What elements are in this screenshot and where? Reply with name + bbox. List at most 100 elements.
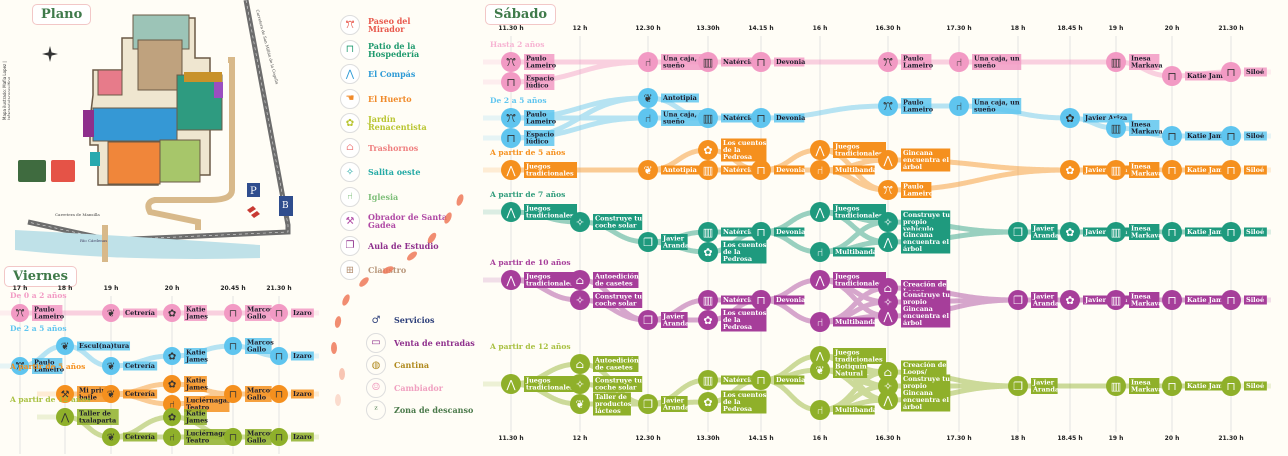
event-node[interactable]: ⑁ Multibanda: [810, 312, 878, 332]
event-node[interactable]: ❦ Cetrería: [102, 385, 158, 403]
event-node[interactable]: ▥ Natércia: [698, 108, 756, 128]
event-node[interactable]: ▥ Natércia: [698, 290, 756, 310]
event-node[interactable]: ⊓ Devonia: [751, 222, 806, 242]
event-node[interactable]: ❦ Cetrería: [102, 428, 158, 446]
event-node[interactable]: ❦ Cetrería: [102, 357, 158, 375]
event-node[interactable]: ❦ Cetrería: [102, 304, 158, 322]
event-node[interactable]: ⊓ Devonia: [751, 108, 806, 128]
event-node[interactable]: ⑁ Multibanda: [810, 160, 878, 180]
event-node[interactable]: ⊓ Siloé: [1221, 62, 1267, 82]
event-node[interactable]: ⊓ Katie James: [1162, 160, 1231, 180]
event-node[interactable]: ⊓ Devonia: [751, 52, 806, 72]
event-node[interactable]: ⊓ Katie James: [1162, 222, 1231, 242]
event-node[interactable]: ⊓ Izaro: [270, 304, 314, 322]
event-node[interactable]: ⊓ Siloé: [1221, 222, 1267, 242]
event-node[interactable]: ⑁ Multibanda: [810, 400, 878, 420]
event-node[interactable]: ⊓ Siloé: [1221, 376, 1267, 396]
event-node[interactable]: ⊓ Katie James: [1162, 126, 1231, 146]
event-node[interactable]: ⊓ Devonia: [751, 160, 806, 180]
event-node[interactable]: ⊓ Devonia: [751, 290, 806, 310]
event-node[interactable]: ▥ Natércia: [698, 160, 756, 180]
event-node[interactable]: ⊓ Katie James: [1162, 66, 1231, 86]
event-node[interactable]: ⊓ Izaro: [270, 385, 314, 403]
event-node[interactable]: ▥ Natércia: [698, 370, 756, 390]
event-node[interactable]: ⊓ Izaro: [270, 428, 314, 446]
event-node[interactable]: ⊓ Siloé: [1221, 290, 1267, 310]
event-node[interactable]: ⊓ Siloé: [1221, 160, 1267, 180]
event-node[interactable]: ✿ Javier Ariza: [1060, 108, 1133, 128]
event-node[interactable]: ▥ Natércia: [698, 52, 756, 72]
event-node[interactable]: ⊓ Katie James: [1162, 290, 1231, 310]
site-map[interactable]: P B Carretera de Mansilla Río Cárdenas C…: [10, 0, 330, 270]
event-node[interactable]: ⊓ Katie James: [1162, 376, 1231, 396]
event-node[interactable]: ⊓ Izaro: [270, 347, 314, 365]
event-node[interactable]: ⑁ Multibanda: [810, 242, 878, 262]
event-node[interactable]: ❦ Antotipia: [638, 88, 699, 108]
event-node[interactable]: ❦ Escul(na)tura: [56, 337, 131, 355]
event-node[interactable]: ❦ Antotipia: [638, 160, 699, 180]
event-node[interactable]: ⊓ Siloé: [1221, 126, 1267, 146]
event-node[interactable]: ▥ Natércia: [698, 222, 756, 242]
event-node[interactable]: ⊓ Devonia: [751, 370, 806, 390]
